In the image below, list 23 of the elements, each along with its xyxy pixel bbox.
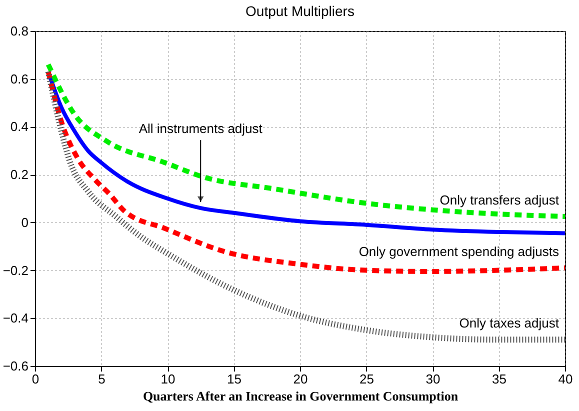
- chart-title: Output Multipliers: [246, 3, 354, 19]
- x-tick-label: 0: [32, 372, 40, 386]
- x-tick-label: 35: [492, 372, 506, 386]
- y-tick-label: 0: [21, 214, 28, 230]
- series-label: Only taxes adjust: [459, 316, 560, 331]
- y-tick-label: 0.4: [10, 119, 28, 134]
- y-tick-label: −0.6: [2, 358, 28, 374]
- y-tick-label: −0.2: [2, 262, 28, 278]
- series-label: Only government spending adjusts: [358, 244, 560, 259]
- x-tick-label: 20: [293, 372, 308, 386]
- y-tick-label: 0.2: [10, 167, 28, 182]
- annotation: All instruments adjust: [138, 121, 263, 136]
- y-tick-label: −0.4: [2, 310, 28, 326]
- x-tick-label: 10: [160, 372, 176, 386]
- x-tick-label: 5: [98, 372, 106, 386]
- x-tick-label: 15: [227, 372, 242, 386]
- x-tick-label: 40: [558, 372, 573, 386]
- y-tick-label: 0.8: [10, 24, 28, 38]
- x-tick-label: 30: [426, 372, 440, 386]
- y-tick-label: 0.6: [10, 71, 28, 86]
- series-label: Only transfers adjust: [440, 192, 560, 208]
- x-axis-title: Quarters After an Increase in Government Consumption: [142, 388, 459, 404]
- x-tick-label: 25: [360, 372, 374, 386]
